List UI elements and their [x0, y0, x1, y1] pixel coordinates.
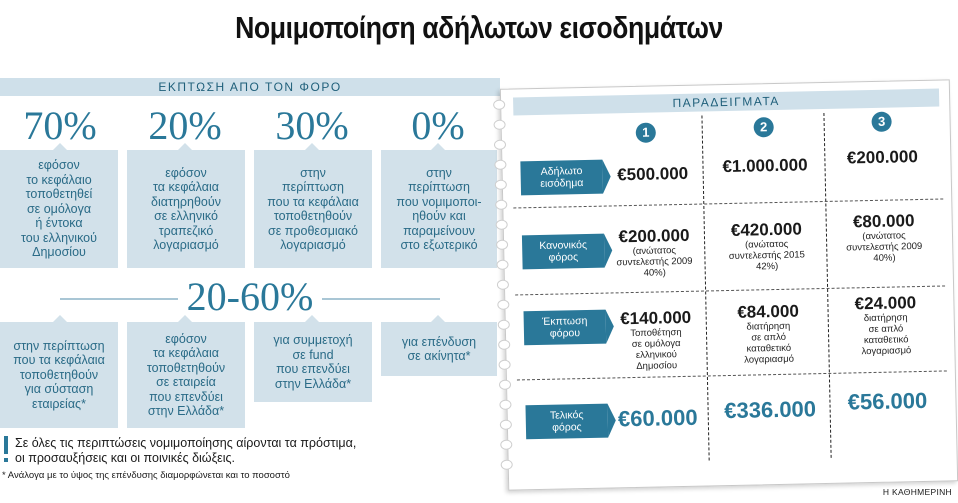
- row-separator: [513, 198, 944, 209]
- final-tax-cell: €336.000: [712, 396, 827, 424]
- row-label-text: Τελικός φόρος: [549, 409, 584, 434]
- row-label-text: Αδήλωτο εισόδημα: [540, 165, 584, 190]
- investment-tile: στην περίπτωση που τα κεφάλαια τοποθετηθ…: [0, 322, 118, 428]
- investment-tile: για επένδυση σε ακίνητα*: [381, 322, 497, 376]
- final-tax-cell: €60.000: [608, 404, 708, 432]
- example-number: 1: [635, 122, 656, 143]
- range-bracket-right: [322, 298, 440, 300]
- amount: €420.000: [730, 219, 802, 240]
- discount-cell: €140.000 Τοποθέτηση σε ομόλογα ελληνικού…: [605, 307, 706, 372]
- income-cell: €1.000.000: [707, 155, 822, 176]
- investment-tile: για συμμετοχή σε fund που επενδύει στην …: [254, 322, 372, 402]
- row-label-final-tax: Τελικός φόρος: [525, 403, 609, 440]
- examples-sheet: ΠΑΡΑΔΕΙΓΜΑΤΑ 1 2 3 Αδήλωτο εισόδημα Κανο…: [493, 79, 958, 491]
- examples-band: ΠΑΡΑΔΕΙΓΜΑΤΑ: [513, 88, 940, 116]
- tile-pointer: [53, 315, 67, 322]
- range-percentage: 20-60%: [186, 274, 314, 319]
- discount-tile: εφόσον τα κεφάλαια διατηρηθούν σε ελληνι…: [127, 150, 245, 268]
- tile-pointer: [53, 143, 67, 150]
- row-label-undeclared-income: Αδήλωτο εισόδημα: [520, 159, 604, 196]
- amount: €200.000: [846, 147, 919, 168]
- discount-tile: στην περίπτωση που τα κεφάλαια τοποθετηθ…: [254, 150, 372, 268]
- investment-tile-text: στην περίπτωση που τα κεφάλαια τοποθετηθ…: [13, 338, 105, 411]
- amount-detail: (ανώτατος συντελεστής 2015 42%): [728, 238, 806, 273]
- amount-detail: Τοποθέτηση σε ομόλογα ελληνικού Δημοσίου: [630, 327, 682, 372]
- note-line: οι προσαυξήσεις και οι ποινικές διώξεις.: [15, 450, 236, 465]
- tile-pointer: [178, 143, 192, 150]
- example-number: 3: [871, 111, 892, 132]
- discount-tile-text: εφόσον τα κεφάλαια διατηρηθούν σε ελληνι…: [151, 165, 221, 253]
- tile-pointer: [178, 315, 192, 322]
- pct-30: 30%: [275, 103, 349, 148]
- discount-tile: εφόσον το κεφάλαιο τοποθετηθεί σε ομόλογ…: [0, 150, 118, 268]
- spiral-holes: [493, 90, 517, 492]
- discount-tile-text: εφόσον το κεφάλαιο τοποθετηθεί σε ομόλογ…: [21, 158, 97, 260]
- tile-pointer: [305, 143, 319, 150]
- example-number: 2: [753, 117, 774, 138]
- investment-tile-text: για επένδυση σε ακίνητα*: [401, 334, 477, 364]
- footnote: * Ανάλογα με το ύψος της επένδυσης διαμο…: [2, 470, 290, 481]
- normal-tax-cell: €200.000 (ανώτατος συντελεστής 2009 40%): [604, 226, 705, 280]
- tile-pointer: [431, 315, 445, 322]
- amount-detail: διατήρηση σε απλό καταθετικό λογαριασμό: [861, 312, 912, 358]
- note: Σε όλες τις περιπτώσεις νομιμοποίησης αί…: [15, 436, 356, 465]
- normal-tax-cell: €420.000 (ανώτατος συντελεστής 2015 42%): [709, 219, 825, 273]
- amount-detail: (ανώτατος συντελεστής 2009 40%): [616, 245, 693, 279]
- discount-tile: στην περίπτωση που νομιμοποι- ηθούν και …: [381, 150, 497, 268]
- discount-cell: €24.000 διατήρηση σε απλό καταθετικό λογ…: [830, 293, 941, 358]
- investment-tile-text: για συμμετοχή σε fund που επενδύει στην …: [273, 333, 353, 391]
- amount: €500.000: [617, 163, 689, 185]
- normal-tax-cell: €80.000 (ανώτατος συντελεστής 2009 40%): [829, 211, 940, 265]
- amount: €84.000: [737, 301, 799, 322]
- infographic-title: Νομιμοποίηση αδήλωτων εισοδημάτων: [235, 10, 723, 45]
- pct-20: 20%: [148, 103, 222, 148]
- row-label-text: Έκπτωση φόρου: [541, 314, 588, 340]
- tile-pointer: [305, 315, 319, 322]
- row-label-text: Κανονικός φόρος: [539, 238, 588, 264]
- row-label-tax-discount: Έκπτωση φόρου: [523, 309, 607, 346]
- range-bracket-left: [60, 298, 178, 300]
- discount-tile-text: στην περίπτωση που τα κεφάλαια τοποθετηθ…: [267, 165, 359, 253]
- discount-band-label: ΕΚΠΤΩΣΗ ΑΠΟ ΤΟΝ ΦΟΡΟ: [158, 80, 342, 94]
- income-cell: €500.000: [602, 164, 702, 185]
- final-amount: €56.000: [847, 387, 928, 415]
- amount: €140.000: [620, 307, 692, 329]
- exclamation-icon: [2, 436, 10, 463]
- pct-0: 0%: [411, 103, 465, 148]
- pct-70: 70%: [23, 103, 97, 148]
- final-amount: €336.000: [723, 396, 817, 424]
- investment-tile: εφόσον τα κεφάλαια τοποθετηθούν σε εταιρ…: [127, 322, 245, 428]
- note-line: Σε όλες τις περιπτώσεις νομιμοποίησης αί…: [15, 436, 357, 450]
- publisher-credit: Η ΚΑΘΗΜΕΡΙΝΗ: [882, 487, 952, 497]
- income-cell: €200.000: [827, 147, 937, 168]
- row-label-normal-tax: Κανονικός φόρος: [521, 233, 605, 270]
- amount: €24.000: [854, 293, 917, 314]
- amount-detail: διατήρηση σε απλό καταθετικό λογαριασμό: [744, 320, 795, 366]
- amount-detail: (ανώτατος συντελεστής 2009 40%): [846, 230, 923, 264]
- discount-band: ΕΚΠΤΩΣΗ ΑΠΟ ΤΟΝ ΦΟΡΟ: [0, 78, 500, 96]
- amount: €200.000: [618, 225, 690, 247]
- amount: €80.000: [852, 211, 915, 232]
- discount-tile-text: στην περίπτωση που νομιμοποι- ηθούν και …: [396, 165, 482, 253]
- tile-pointer: [431, 143, 445, 150]
- investment-tile-text: εφόσον τα κεφάλαια τοποθετηθούν σε εταιρ…: [146, 331, 226, 419]
- discount-cell: €84.000 διατήρηση σε απλό καταθετικό λογ…: [710, 301, 826, 366]
- final-amount: €60.000: [617, 404, 698, 432]
- final-tax-cell: €56.000: [832, 387, 942, 415]
- amount: €1.000.000: [722, 155, 808, 177]
- row-separator: [516, 370, 947, 381]
